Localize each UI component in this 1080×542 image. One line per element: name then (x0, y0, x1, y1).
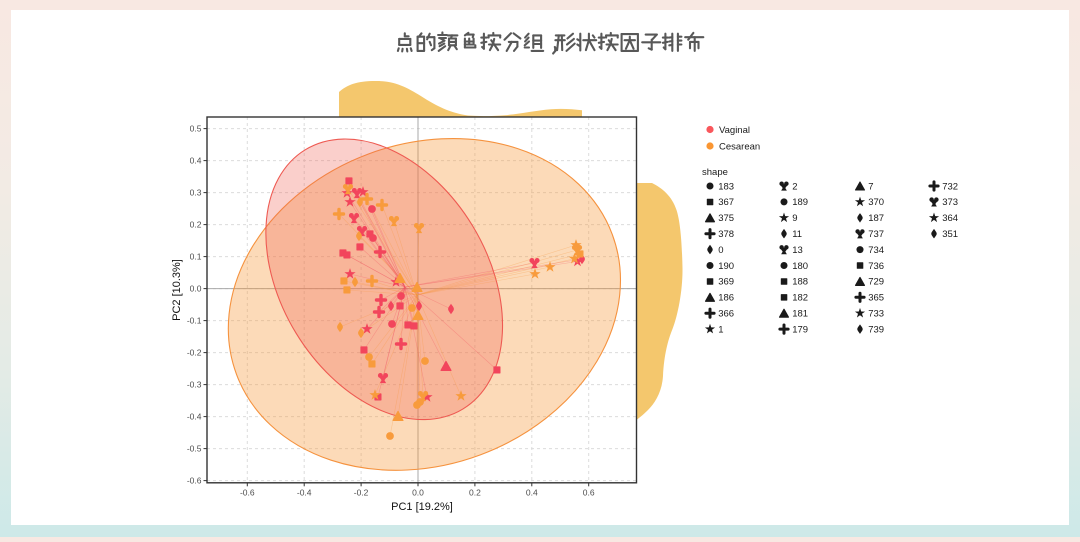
svg-text:183: 183 (718, 181, 734, 192)
svg-text:364: 364 (942, 213, 958, 224)
svg-text:370: 370 (868, 197, 884, 208)
svg-text:PC2 [10.3%]: PC2 [10.3%] (171, 259, 183, 321)
svg-text:366: 366 (718, 309, 734, 320)
svg-text:734: 734 (868, 245, 884, 256)
svg-text:0.2: 0.2 (190, 220, 202, 230)
svg-text:-0.5: -0.5 (187, 444, 202, 454)
svg-text:11: 11 (792, 229, 802, 240)
svg-text:0: 0 (718, 245, 723, 256)
svg-text:13: 13 (792, 245, 803, 256)
svg-text:0.4: 0.4 (190, 156, 202, 166)
svg-text:187: 187 (868, 213, 884, 224)
svg-text:729: 729 (868, 277, 884, 288)
svg-text:188: 188 (792, 277, 808, 288)
svg-text:0.3: 0.3 (190, 188, 202, 198)
svg-text:-0.1: -0.1 (187, 316, 202, 326)
svg-text:0.5: 0.5 (190, 124, 202, 134)
svg-text:186: 186 (718, 293, 734, 304)
svg-text:0.0: 0.0 (190, 284, 202, 294)
svg-text:0.0: 0.0 (412, 487, 424, 497)
svg-text:-0.2: -0.2 (187, 348, 202, 358)
svg-text:733: 733 (868, 309, 884, 320)
svg-text:1: 1 (718, 324, 723, 335)
svg-text:-0.6: -0.6 (240, 487, 255, 497)
svg-text:365: 365 (868, 293, 884, 304)
svg-text:736: 736 (868, 261, 884, 272)
svg-text:189: 189 (792, 197, 808, 208)
svg-text:Vaginal: Vaginal (719, 125, 750, 136)
svg-text:369: 369 (718, 277, 734, 288)
svg-text:0.6: 0.6 (583, 487, 595, 497)
svg-text:2: 2 (792, 181, 797, 192)
svg-text:181: 181 (792, 309, 808, 320)
svg-text:7: 7 (868, 181, 873, 192)
svg-text:0.2: 0.2 (469, 487, 481, 497)
svg-text:-0.3: -0.3 (187, 380, 202, 390)
svg-text:PC1 [19.2%]: PC1 [19.2%] (391, 501, 453, 513)
svg-text:0.1: 0.1 (190, 252, 202, 262)
svg-text:180: 180 (792, 261, 808, 272)
svg-text:739: 739 (868, 324, 884, 335)
svg-text:-0.4: -0.4 (187, 412, 202, 422)
svg-text:737: 737 (868, 229, 884, 240)
svg-text:-0.4: -0.4 (297, 487, 312, 497)
svg-text:378: 378 (718, 229, 734, 240)
svg-text:Cesarean: Cesarean (719, 142, 760, 153)
svg-text:0.4: 0.4 (526, 487, 538, 497)
svg-text:732: 732 (942, 181, 958, 192)
svg-text:9: 9 (792, 213, 797, 224)
svg-text:367: 367 (718, 197, 734, 208)
svg-text:-0.2: -0.2 (354, 487, 369, 497)
svg-text:375: 375 (718, 213, 734, 224)
svg-text:373: 373 (942, 197, 958, 208)
svg-text:182: 182 (792, 293, 808, 304)
svg-text:190: 190 (718, 261, 734, 272)
svg-text:shape: shape (702, 167, 728, 178)
svg-text:351: 351 (942, 229, 958, 240)
svg-text:179: 179 (792, 324, 808, 335)
svg-text:-0.6: -0.6 (187, 476, 202, 486)
